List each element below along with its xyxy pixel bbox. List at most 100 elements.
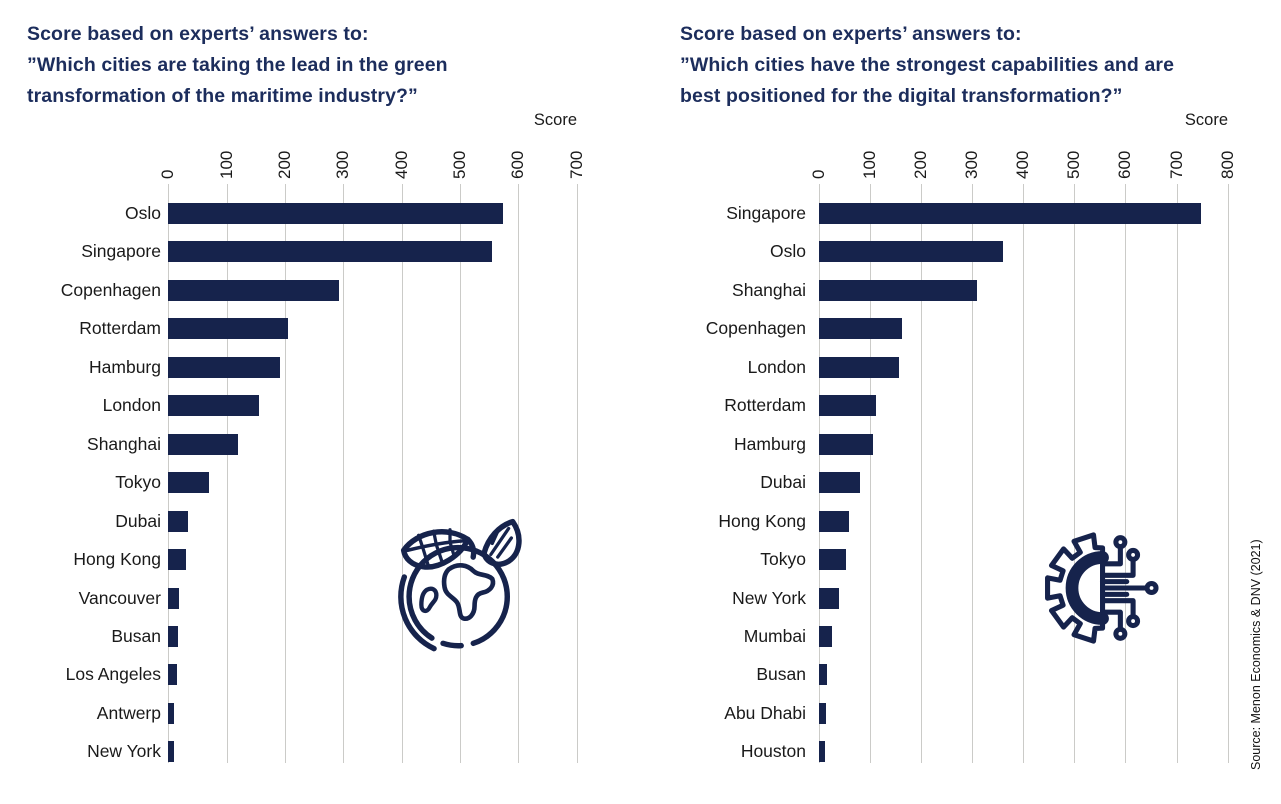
bar — [168, 203, 504, 224]
tick-label: 700 — [566, 150, 586, 179]
category-label: Busan — [111, 625, 161, 646]
bar — [168, 510, 189, 532]
gridline — [518, 184, 520, 763]
bar — [818, 741, 826, 763]
bar — [818, 279, 978, 301]
value-axis-label: Score — [533, 111, 577, 129]
bar — [818, 433, 874, 455]
gridline — [972, 184, 974, 763]
chart-title-left: Score based on experts’ answers to: ”Whi… — [27, 19, 448, 112]
bar — [818, 625, 832, 647]
gridline — [1074, 184, 1076, 763]
chart-title-line: ”Which cities are taking the lead in the… — [27, 54, 448, 76]
category-label: Shanghai — [87, 433, 161, 454]
tick-label: 100 — [859, 150, 879, 179]
category-label: Copenhagen — [705, 318, 806, 339]
category-label: Dubai — [115, 510, 161, 531]
tick-label: 700 — [1166, 150, 1186, 179]
tick-label: 200 — [274, 150, 294, 179]
bar — [168, 395, 259, 417]
globe-with-leaves-icon — [398, 518, 522, 652]
category-label: Rotterdam — [79, 318, 161, 339]
category-label: London — [747, 356, 806, 377]
category-label: Singapore — [81, 241, 161, 262]
chart-title-line: Score based on experts’ answers to: — [27, 23, 369, 45]
tick-label: 0 — [158, 169, 178, 179]
source-note: Source: Menon Economics & DNV (2021) — [1249, 539, 1263, 770]
category-label: Houston — [740, 741, 806, 762]
bar — [818, 472, 861, 494]
bar — [168, 318, 289, 340]
bar — [168, 664, 178, 686]
tick-label: 600 — [1115, 150, 1135, 179]
bar — [818, 702, 826, 724]
gridline — [1023, 184, 1025, 763]
category-label: Vancouver — [78, 587, 161, 608]
gridline — [401, 184, 403, 763]
bar — [818, 587, 840, 609]
gridline — [460, 184, 461, 763]
bar — [168, 433, 239, 455]
tick-label: 400 — [391, 150, 411, 179]
bar — [168, 472, 209, 494]
gridline — [1227, 184, 1229, 763]
category-label: Tokyo — [115, 472, 161, 493]
tick-label: 400 — [1013, 150, 1033, 179]
gridline — [343, 184, 345, 763]
gridline — [576, 184, 578, 763]
tick-label: 0 — [808, 169, 828, 179]
tick-label: 600 — [508, 150, 528, 179]
category-label: London — [102, 395, 161, 416]
category-label: Antwerp — [96, 702, 161, 723]
bar — [818, 203, 1202, 224]
category-label: New York — [87, 741, 161, 762]
bar — [818, 510, 849, 532]
bar — [168, 702, 175, 724]
chart-title-line: best positioned for the digital transfor… — [680, 85, 1123, 107]
category-label: Singapore — [726, 203, 806, 223]
bar — [818, 318, 902, 340]
tick-label: 300 — [333, 150, 353, 179]
category-label: Oslo — [125, 203, 161, 223]
bar — [818, 356, 899, 378]
tick-label: 500 — [450, 150, 469, 179]
chart-title-line: transformation of the maritime industry?… — [27, 85, 418, 107]
category-label: Tokyo — [760, 549, 806, 570]
category-label: Rotterdam — [724, 395, 806, 416]
chart-title-line: ”Which cities have the strongest capabil… — [680, 54, 1175, 76]
category-label: Los Angeles — [65, 664, 161, 685]
chart-title-right: Score based on experts’ answers to: ”Whi… — [680, 19, 1174, 112]
bar — [168, 625, 178, 647]
category-label: Hamburg — [89, 356, 161, 377]
tick-label: 300 — [962, 150, 982, 179]
gridline — [1125, 184, 1127, 763]
category-label: Abu Dhabi — [724, 702, 806, 723]
bar — [818, 241, 1004, 263]
tick-label: 200 — [910, 150, 930, 179]
bar — [168, 241, 492, 263]
category-label: Dubai — [760, 472, 806, 493]
value-axis-label: Score — [1184, 111, 1228, 129]
bar — [168, 741, 174, 763]
bar — [168, 279, 340, 301]
gridline — [226, 184, 228, 763]
bar — [818, 395, 876, 417]
gridline — [920, 184, 922, 763]
tick-label: 500 — [1064, 150, 1084, 179]
category-label: Shanghai — [732, 279, 806, 300]
gridline — [1176, 184, 1178, 763]
chart-title-line: Score based on experts’ answers to: — [680, 23, 1022, 45]
category-label: Copenhagen — [60, 279, 161, 300]
bar — [168, 356, 281, 378]
bar — [168, 549, 186, 571]
tick-label: 800 — [1217, 150, 1237, 179]
bar — [818, 664, 828, 686]
gridline — [869, 184, 871, 763]
gear-circuit-icon — [1045, 532, 1159, 644]
bar — [168, 587, 179, 609]
category-label: Mumbai — [743, 625, 806, 646]
category-label: Hamburg — [734, 433, 806, 454]
tick-label: 100 — [216, 150, 236, 179]
category-label: Busan — [756, 664, 806, 685]
